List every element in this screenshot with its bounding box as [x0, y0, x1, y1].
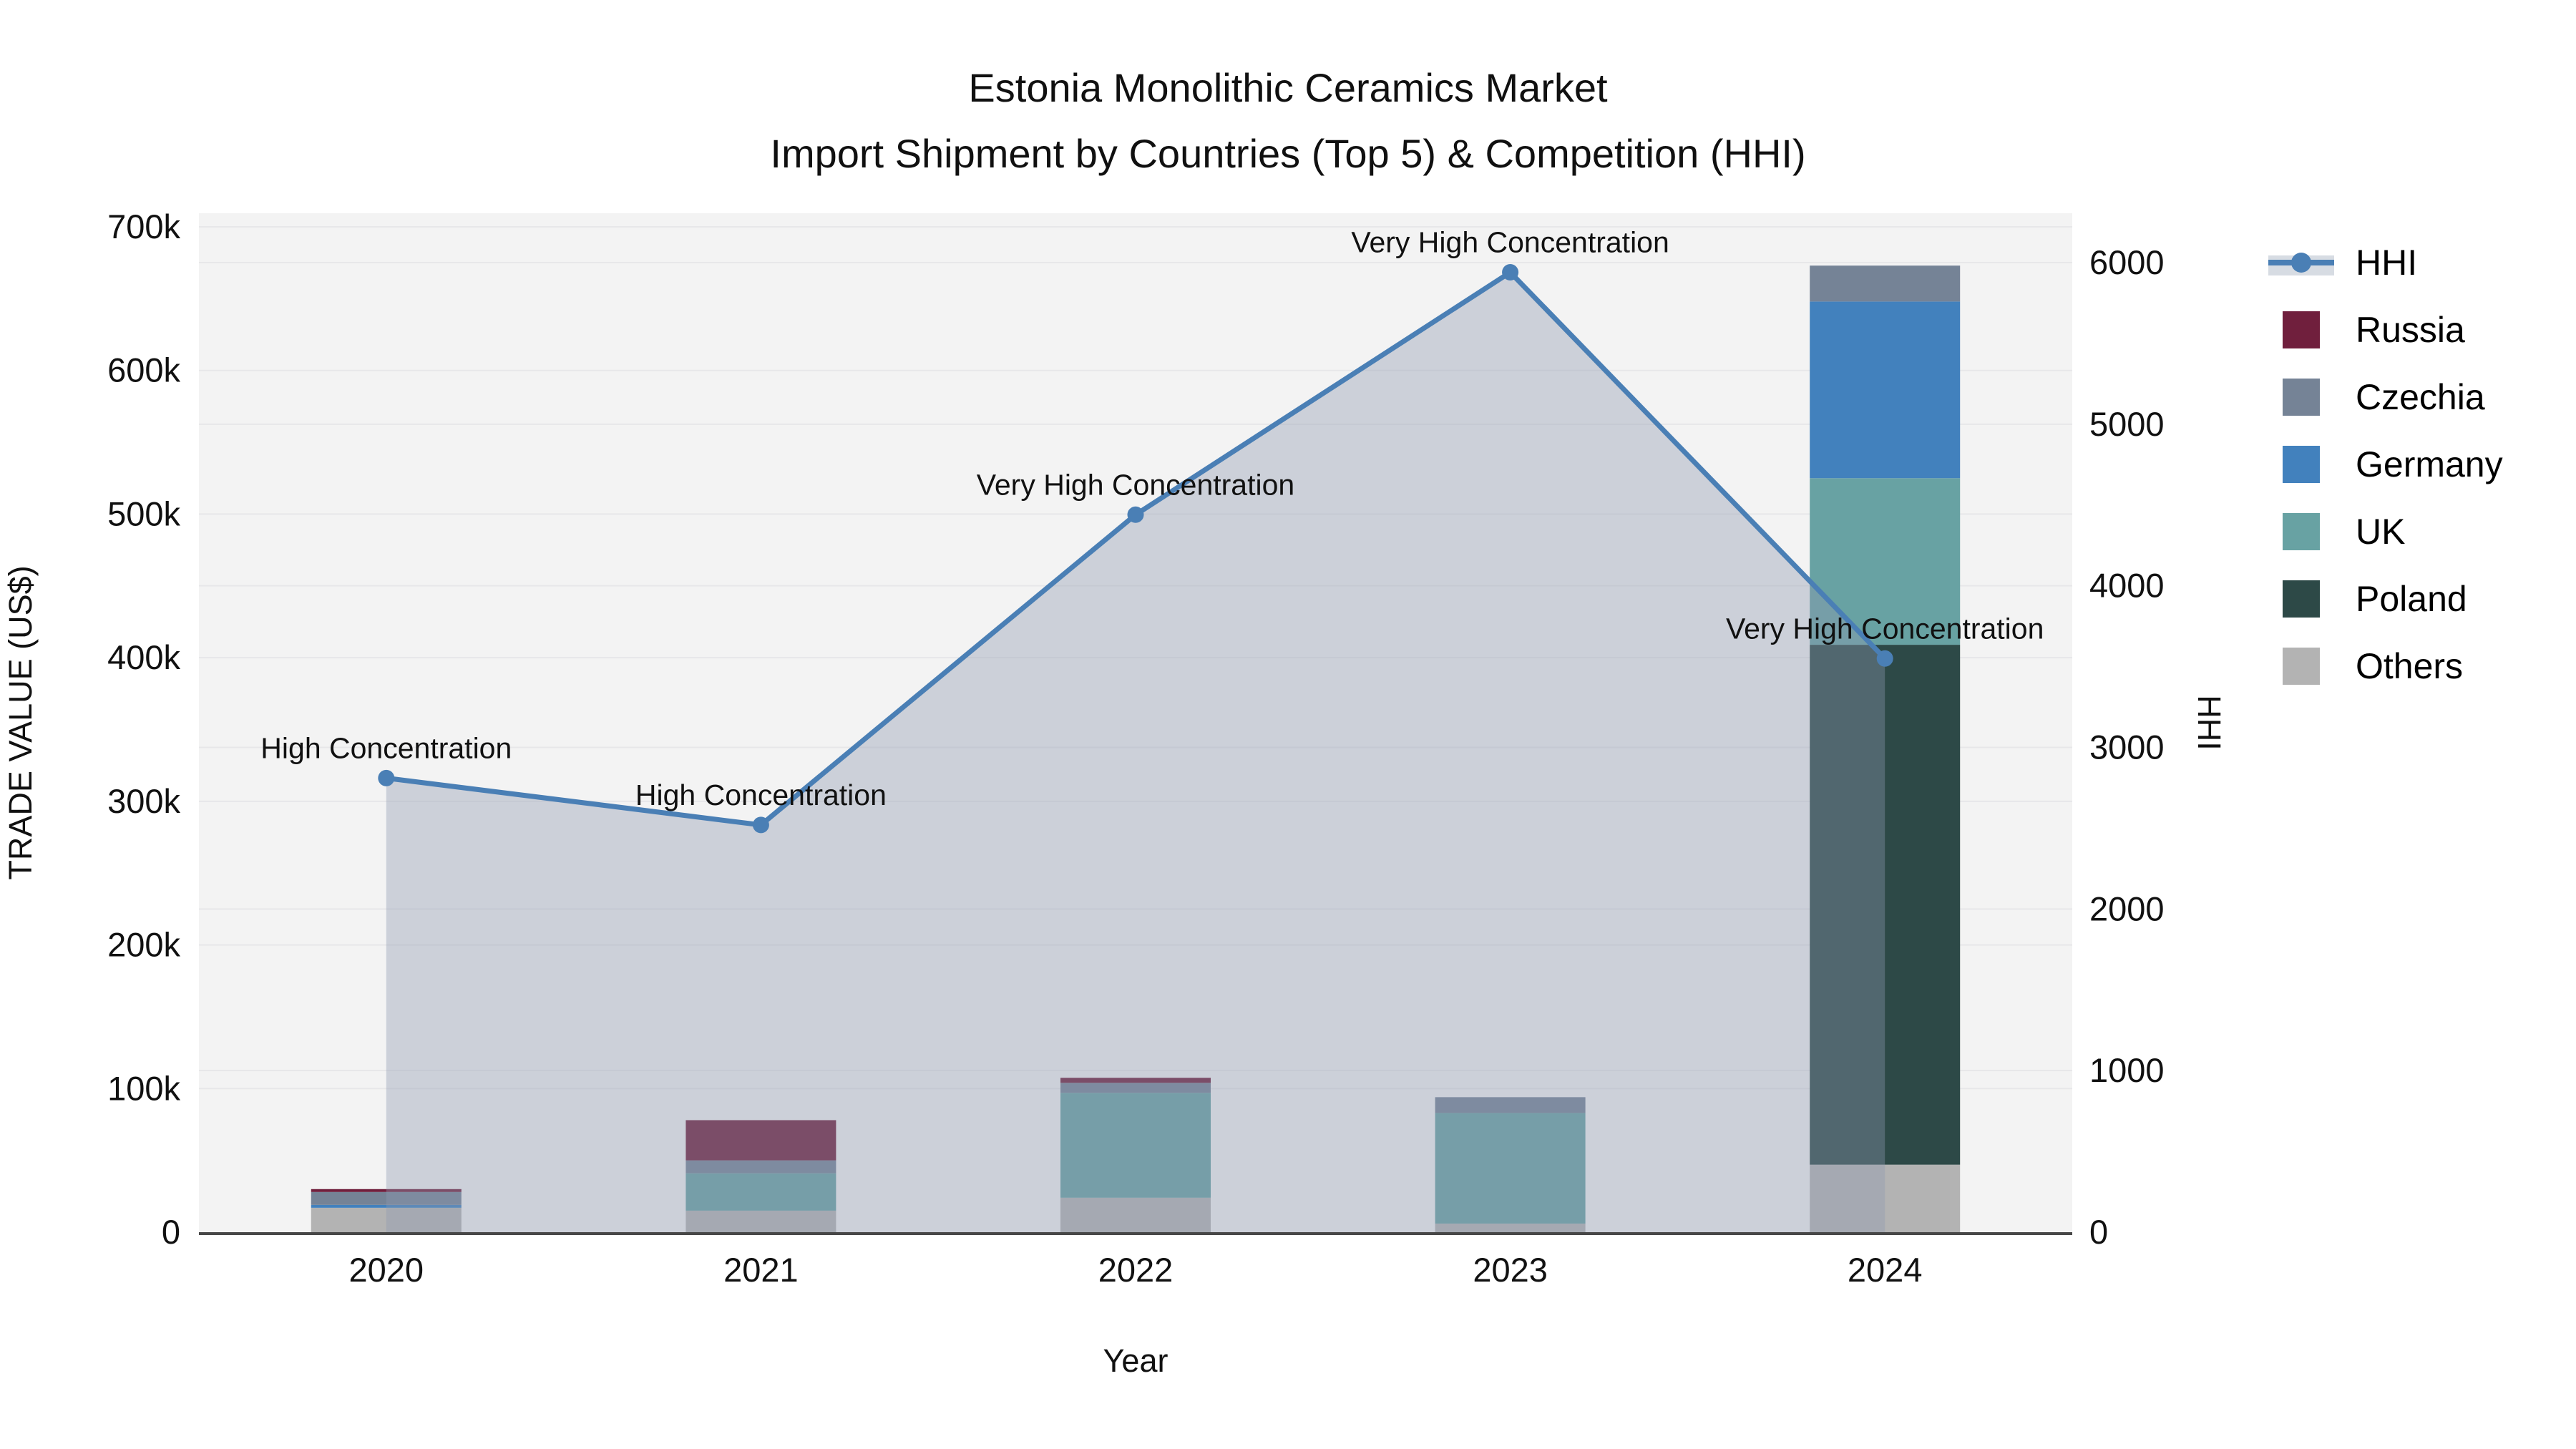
bar-segment-others-2020[interactable]	[311, 1207, 462, 1232]
annotation-2020: High Concentration	[260, 731, 512, 764]
tick-label-y-right-6000: 6000	[2089, 243, 2165, 281]
legend-item-czechia[interactable]: Czechia	[2268, 364, 2503, 431]
bar-segment-uk-2022[interactable]	[1060, 1093, 1211, 1198]
tick-label-y-left-100k: 100k	[107, 1069, 180, 1107]
legend-swatch-icon	[2268, 308, 2334, 351]
bar-segment-russia-2020[interactable]	[311, 1189, 462, 1192]
legend-color-square	[2283, 648, 2320, 685]
tick-label-y-right-4000: 4000	[2089, 567, 2165, 605]
tick-label-y-left-700k: 700k	[107, 208, 180, 245]
bar-segment-russia-2021[interactable]	[686, 1120, 836, 1161]
legend-label: Germany	[2356, 444, 2503, 484]
chart-title: Estonia Monolithic Ceramics Market Impor…	[0, 66, 2576, 176]
bar-segment-others-2022[interactable]	[1060, 1197, 1211, 1232]
legend-color-square	[2283, 513, 2320, 550]
legend-swatch-icon	[2268, 645, 2334, 688]
y-right-axis-title: HHI	[2191, 695, 2228, 751]
plot-area	[199, 213, 2072, 1232]
bar-segment-uk-2021[interactable]	[686, 1173, 836, 1211]
legend-swatch-icon	[2268, 577, 2334, 620]
legend-label: Poland	[2356, 579, 2467, 619]
legend-item-russia[interactable]: Russia	[2268, 296, 2503, 364]
tick-label-y-left-500k: 500k	[107, 494, 180, 532]
annotation-2021: High Concentration	[635, 779, 887, 811]
tick-label-y-left-400k: 400k	[107, 638, 180, 676]
hhi-marker-2020[interactable]	[378, 769, 395, 786]
bar-segment-others-2021[interactable]	[686, 1210, 836, 1232]
bar-segment-czechia-2023[interactable]	[1435, 1097, 1586, 1113]
chart-title-line2: Import Shipment by Countries (Top 5) & C…	[770, 131, 1806, 176]
tick-label-x-2024: 2024	[1848, 1251, 1923, 1289]
legend-label: UK	[2356, 512, 2406, 552]
tick-label-y-right-0: 0	[2089, 1213, 2108, 1251]
legend-label: HHI	[2356, 243, 2418, 283]
chart-title-line1: Estonia Monolithic Ceramics Market	[968, 65, 1608, 110]
legend-item-hhi[interactable]: HHI	[2268, 229, 2503, 296]
legend-item-others[interactable]: Others	[2268, 633, 2503, 700]
x-axis-title: Year	[1103, 1342, 1169, 1379]
tick-label-y-left-600k: 600k	[107, 351, 180, 389]
legend-item-germany[interactable]: Germany	[2268, 431, 2503, 498]
legend-label: Russia	[2356, 310, 2465, 350]
tick-label-y-right-5000: 5000	[2089, 405, 2165, 443]
legend-item-poland[interactable]: Poland	[2268, 565, 2503, 633]
legend-label: Others	[2356, 646, 2464, 686]
hhi-line-swatch-icon	[2268, 241, 2334, 284]
y-left-axis-title: TRADE VALUE (US$)	[2, 565, 39, 879]
hhi-legend-symbol	[2268, 253, 2334, 275]
bar-segment-others-2023[interactable]	[1435, 1223, 1586, 1232]
tick-label-y-left-300k: 300k	[107, 782, 180, 820]
annotation-2024: Very High Concentration	[1726, 612, 2044, 645]
legend-swatch-icon	[2268, 510, 2334, 553]
legend-swatch-icon	[2268, 376, 2334, 419]
hhi-marker-2024[interactable]	[1876, 650, 1893, 667]
legend-color-square	[2283, 446, 2320, 483]
legend-color-square	[2283, 311, 2320, 348]
legend-item-uk[interactable]: UK	[2268, 498, 2503, 565]
legend-color-square	[2283, 379, 2320, 416]
bar-segment-czechia-2022[interactable]	[1060, 1083, 1211, 1093]
bar-segment-others-2024[interactable]	[1810, 1164, 1961, 1232]
legend-label: Czechia	[2356, 377, 2485, 417]
tick-label-y-right-3000: 3000	[2089, 728, 2165, 766]
tick-label-x-2023: 2023	[1473, 1251, 1548, 1289]
bar-segment-uk-2023[interactable]	[1435, 1113, 1586, 1224]
tick-label-x-2022: 2022	[1098, 1251, 1174, 1289]
hhi-area-fill	[386, 272, 1885, 1232]
tick-label-x-2020: 2020	[349, 1251, 424, 1289]
tick-label-y-left-200k: 200k	[107, 926, 180, 964]
legend: HHI Russia Czechia Germany UK Poland Others	[2268, 229, 2503, 700]
annotation-2022: Very High Concentration	[977, 468, 1294, 501]
tick-label-y-right-1000: 1000	[2089, 1051, 2165, 1089]
legend-color-square	[2283, 580, 2320, 618]
bar-segment-czechia-2024[interactable]	[1810, 265, 1961, 302]
bar-segment-germany-2024[interactable]	[1810, 301, 1961, 479]
annotation-2023: Very High Concentration	[1351, 226, 1669, 259]
bar-segment-uk-2024[interactable]	[1810, 478, 1961, 645]
bar-segment-poland-2024[interactable]	[1810, 645, 1961, 1165]
hhi-marker-2023[interactable]	[1502, 264, 1519, 281]
bar-segment-czechia-2020[interactable]	[311, 1191, 462, 1205]
tick-label-y-right-2000: 2000	[2089, 889, 2165, 927]
legend-swatch-icon	[2268, 443, 2334, 486]
tick-label-y-left-0: 0	[162, 1213, 180, 1251]
bar-segment-germany-2020[interactable]	[311, 1204, 462, 1208]
tick-label-x-2021: 2021	[723, 1251, 799, 1289]
hhi-marker-2022[interactable]	[1127, 506, 1144, 523]
bar-segment-czechia-2021[interactable]	[686, 1160, 836, 1174]
bar-segment-russia-2022[interactable]	[1060, 1078, 1211, 1083]
hhi-marker-2021[interactable]	[752, 816, 769, 834]
